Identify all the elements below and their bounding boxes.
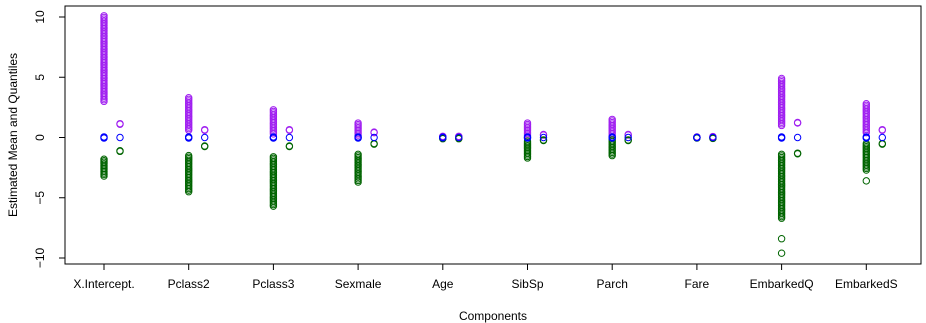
- mean-point: [523, 133, 532, 141]
- lower-quantile-point: [777, 249, 786, 257]
- lower-quantile-point: [777, 150, 786, 159]
- avg-lower-point: [793, 150, 802, 158]
- x-tick-label: Parch: [597, 277, 628, 291]
- avg-mean-point: [709, 133, 717, 142]
- y-tick-label: 0: [33, 134, 47, 141]
- x-axis: X.Intercept. Pclass2 Pclass3 Sexmale Age SibS…: [73, 264, 898, 291]
- mean-point: [100, 133, 108, 141]
- upper-quantile-point: [269, 106, 278, 114]
- avg-mean-point: [455, 133, 463, 142]
- lower-quantile-point: [777, 235, 786, 243]
- avg-lower-point: [116, 147, 124, 156]
- y-axis: −10 −5 0 5 10: [33, 10, 66, 268]
- mean-point: [185, 133, 193, 141]
- x-tick-label: EmbarkedQ: [750, 277, 814, 291]
- avg-mean-point: [624, 133, 632, 142]
- upper-quantile-point: [523, 119, 532, 127]
- x-tick-label: Pclass3: [252, 277, 294, 291]
- mean-point: [862, 133, 870, 141]
- lower-quantile-point: [523, 137, 532, 145]
- avg-upper-point: [116, 119, 124, 128]
- lower-quantile-point: [354, 150, 362, 159]
- avg-mean-point: [116, 133, 124, 142]
- x-tick-label: SibSp: [511, 277, 543, 291]
- lower-quantile-point: [185, 151, 193, 160]
- avg-lower-point: [201, 142, 209, 151]
- y-tick-label: −5: [33, 191, 47, 205]
- mean-point: [269, 133, 278, 141]
- x-tick-label: EmbarkedS: [835, 277, 898, 291]
- upper-quantile-point: [100, 12, 108, 20]
- avg-mean-point: [793, 133, 802, 142]
- avg-upper-point: [285, 125, 294, 134]
- mean-point: [439, 133, 447, 141]
- lower-quantile-point: [269, 153, 278, 161]
- upper-quantile-point: [608, 115, 616, 124]
- y-tick-label: 10: [33, 10, 47, 24]
- y-axis-label: Estimated Mean and Quantiles: [6, 53, 20, 217]
- lower-quantile-point: [862, 177, 870, 185]
- mean-point: [608, 133, 616, 141]
- y-tick-label: −10: [33, 247, 47, 268]
- upper-quantile-point: [185, 94, 193, 102]
- avg-lower-point: [624, 136, 632, 145]
- avg-upper-point: [201, 125, 209, 134]
- x-tick-label: Pclass2: [168, 277, 210, 291]
- avg-upper-point: [793, 118, 802, 127]
- x-tick-label: X.Intercept.: [73, 277, 134, 291]
- avg-lower-point: [285, 142, 294, 151]
- avg-mean-point: [201, 133, 209, 142]
- mean-point: [354, 133, 362, 141]
- lower-quantile-point: [100, 155, 108, 163]
- data-points: [100, 12, 886, 257]
- upper-quantile-point: [354, 119, 362, 127]
- plot-frame: [64, 5, 922, 265]
- x-tick-label: Sexmale: [335, 277, 382, 291]
- avg-mean-point: [370, 133, 378, 142]
- upper-quantile-point: [777, 74, 786, 83]
- avg-upper-point: [878, 125, 886, 134]
- x-tick-label: Fare: [685, 277, 710, 291]
- avg-mean-point: [878, 133, 886, 142]
- upper-quantile-point: [862, 100, 870, 108]
- x-axis-label: Components: [459, 309, 527, 323]
- mean-point: [693, 133, 701, 142]
- mean-point: [777, 133, 786, 141]
- avg-mean-point: [285, 133, 294, 142]
- avg-upper-point: [370, 128, 378, 136]
- avg-lower-point: [539, 136, 548, 145]
- y-tick-label: 5: [33, 74, 47, 81]
- avg-mean-point: [539, 133, 548, 142]
- x-tick-label: Age: [432, 277, 454, 291]
